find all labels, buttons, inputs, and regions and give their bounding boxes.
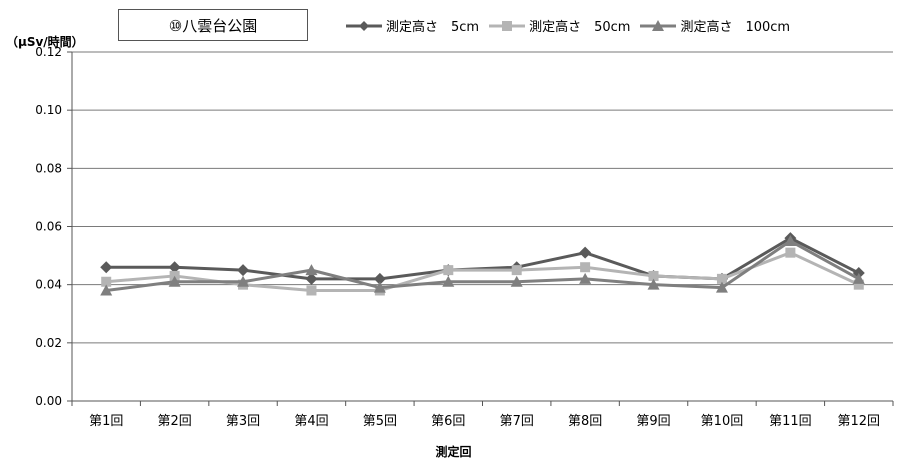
data-point-square <box>443 265 454 276</box>
y-tick-label: 0.02 <box>35 336 62 350</box>
y-tick-label: 0.10 <box>35 103 62 117</box>
y-tick-label: 0.08 <box>35 161 62 175</box>
x-tick-label: 第2回 <box>157 414 191 429</box>
data-point-triangle <box>305 264 318 276</box>
x-tick-label: 第10回 <box>701 414 744 429</box>
legend-label-5cm: 測定高さ 5cm <box>386 20 480 35</box>
legend-label-50cm: 測定高さ 50cm <box>529 20 631 35</box>
data-point-triangle <box>373 281 386 293</box>
chart-title: ⑩八雲台公園 <box>118 9 308 41</box>
data-point-triangle <box>237 275 250 287</box>
data-point-square <box>306 285 317 296</box>
data-point-triangle <box>784 235 797 247</box>
data-point-diamond <box>100 261 113 274</box>
x-tick-label: 第7回 <box>500 414 534 429</box>
x-tick-label: 第12回 <box>838 414 881 429</box>
legend-item-50cm: 測定高さ 50cm <box>489 16 630 35</box>
data-point-square <box>785 247 796 258</box>
legend-marker-diamond-icon <box>346 20 382 31</box>
data-point-triangle <box>442 275 455 287</box>
x-tick-label: 第3回 <box>226 414 260 429</box>
x-tick-label: 第5回 <box>363 414 397 429</box>
legend-item-100cm: 測定高さ 100cm <box>640 16 790 35</box>
legend-item-5cm: 測定高さ 5cm <box>346 16 479 35</box>
data-point-triangle <box>100 284 113 296</box>
x-tick-label: 第8回 <box>568 414 602 429</box>
data-point-triangle <box>510 275 523 287</box>
y-tick-label: 0.12 <box>35 45 62 59</box>
data-point-diamond <box>168 261 181 274</box>
data-point-triangle <box>168 275 181 287</box>
legend-label-100cm: 測定高さ 100cm <box>680 20 791 35</box>
x-axis-title: 測定回 <box>435 445 472 459</box>
data-point-triangle <box>647 278 660 290</box>
data-point-square <box>580 262 591 273</box>
data-point-triangle <box>852 272 865 284</box>
data-point-square <box>716 273 727 284</box>
data-point-triangle <box>715 281 728 293</box>
x-tick-label: 第1回 <box>89 414 123 429</box>
x-tick-label: 第6回 <box>431 414 465 429</box>
data-point-triangle <box>579 272 592 284</box>
data-point-square <box>101 276 112 287</box>
data-point-diamond <box>579 246 592 259</box>
y-tick-label: 0.00 <box>35 394 62 408</box>
x-tick-label: 第4回 <box>294 414 328 429</box>
legend-marker-triangle-icon <box>640 19 677 31</box>
data-point-square <box>648 270 659 281</box>
legend: 測定高さ 5cm 測定高さ 50cm 測定高さ 100cm <box>346 16 790 35</box>
x-tick-label: 第11回 <box>769 414 812 429</box>
series-line-2 <box>106 239 860 292</box>
data-point-square <box>511 265 522 276</box>
x-tick-label: 第9回 <box>636 414 670 429</box>
legend-marker-square-icon <box>489 20 526 31</box>
data-point-diamond <box>237 264 250 277</box>
y-axis-unit-label: （μSv/時間） <box>6 35 84 49</box>
y-tick-label: 0.04 <box>35 278 62 292</box>
data-point-square <box>853 279 864 290</box>
y-tick-label: 0.06 <box>35 220 62 234</box>
data-point-diamond <box>373 272 386 285</box>
data-point-diamond <box>305 272 318 285</box>
